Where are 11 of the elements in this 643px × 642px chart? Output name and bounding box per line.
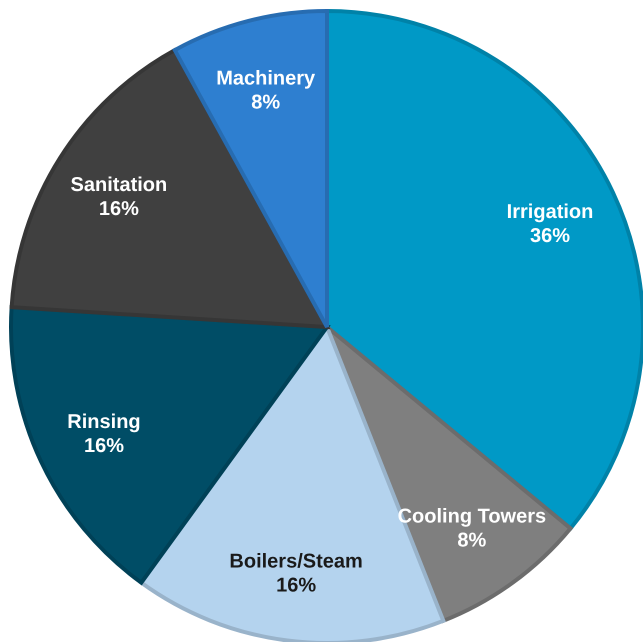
slice-label: Boilers/Steam <box>229 550 363 573</box>
data-label: 16% <box>276 574 316 597</box>
data-label: 16% <box>84 434 124 457</box>
data-label: 8% <box>251 91 280 114</box>
slice-label: Rinsing <box>67 410 141 433</box>
slice-label: Irrigation <box>506 201 594 224</box>
slice-label: Sanitation <box>70 174 168 196</box>
data-label: 36% <box>530 225 570 248</box>
slice-label: Machinery <box>216 67 316 90</box>
data-label: 8% <box>457 529 487 552</box>
data-label: 16% <box>98 198 140 220</box>
